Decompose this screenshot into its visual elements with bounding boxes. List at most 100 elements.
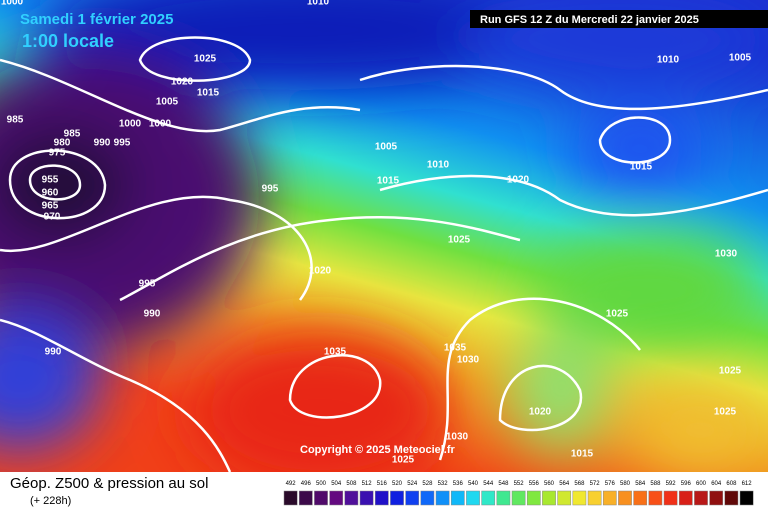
- scale-swatch: [572, 490, 587, 506]
- scale-swatch: [602, 490, 617, 506]
- scale-label: 552: [514, 481, 525, 487]
- isobar-label: 1015: [630, 162, 653, 173]
- scale-swatch: [618, 490, 632, 506]
- scale-label: 600: [696, 481, 707, 487]
- scale-swatch: [496, 490, 511, 506]
- scale-label: 500: [316, 481, 327, 487]
- scale-swatch: [481, 490, 496, 506]
- scale-swatch: [344, 490, 359, 506]
- copyright: Copyright © 2025 Meteociel.fr: [300, 444, 456, 456]
- isobar-label: 1035: [444, 343, 467, 354]
- scale-label: 592: [666, 481, 677, 487]
- run-info: Run GFS 12 Z du Mercredi 22 janvier 2025: [480, 14, 699, 26]
- isobar-label: 1020: [507, 175, 530, 186]
- scale-swatch: [359, 490, 374, 506]
- scale-label: 556: [529, 481, 540, 487]
- scale-label: 576: [605, 481, 616, 487]
- isobar-label: 1015: [197, 88, 220, 99]
- scale-swatch: [466, 490, 480, 506]
- scale-label: 596: [681, 481, 692, 487]
- isobar-label: 985: [7, 115, 24, 126]
- map-time: 1:00 locale: [22, 31, 114, 51]
- scale-swatch: [709, 490, 724, 506]
- isobar-label: 1010: [657, 55, 680, 66]
- isobar-label: 965: [42, 201, 59, 212]
- scale-swatch: [374, 490, 389, 506]
- scale-swatch: [314, 490, 328, 506]
- scale-swatch: [587, 490, 602, 506]
- scale-swatch: [557, 490, 572, 506]
- isobar-label: 1025: [606, 309, 629, 320]
- scale-label: 604: [711, 481, 722, 487]
- scale-swatch: [405, 490, 420, 506]
- isobar-label: 1035: [324, 347, 347, 358]
- isobar-label: 1015: [377, 176, 400, 187]
- isobar-label: 995: [114, 138, 131, 149]
- scale-label: 612: [742, 481, 753, 487]
- isobar-label: 980: [54, 138, 71, 149]
- scale-label: 504: [331, 481, 342, 487]
- scale-label: 528: [422, 481, 433, 487]
- scale-label: 584: [635, 481, 646, 487]
- map-date: Samedi 1 février 2025: [20, 11, 173, 28]
- isobar-label: 990: [144, 309, 161, 320]
- scale-label: 548: [498, 481, 509, 487]
- scale-swatch: [298, 490, 313, 506]
- scale-swatch: [648, 490, 663, 506]
- isobar-label: 1020: [529, 407, 552, 418]
- scale-label: 524: [407, 481, 418, 487]
- scale-label: 540: [468, 481, 479, 487]
- scale-label: 544: [483, 481, 494, 487]
- isobar-label: 1000: [1, 0, 24, 8]
- scale-label: 588: [650, 481, 661, 487]
- isobar-label: 1005: [729, 53, 752, 64]
- isobar-label: 975: [49, 148, 66, 159]
- scale-label: 608: [726, 481, 737, 487]
- isobar-label: 1000: [149, 119, 172, 130]
- scale-label: 512: [362, 481, 373, 487]
- scale-label: 580: [620, 481, 631, 487]
- scale-label: 572: [590, 481, 601, 487]
- scale-swatch: [390, 490, 404, 506]
- isobar-label: 1010: [427, 160, 450, 171]
- scale-label: 492: [286, 481, 297, 487]
- scale-swatch: [633, 490, 648, 506]
- scale-swatch: [329, 490, 344, 506]
- isobar-label: 1025: [448, 235, 471, 246]
- scale-label: 496: [301, 481, 312, 487]
- isobar-label: 990: [45, 347, 62, 358]
- scale-label: 564: [559, 481, 570, 487]
- isobar-label: 1005: [156, 97, 179, 108]
- isobar-label: 1025: [719, 366, 742, 377]
- scale-swatch: [420, 490, 435, 506]
- isobar-label: 955: [42, 175, 59, 186]
- isobar-label: 1020: [309, 266, 332, 277]
- scale-swatch: [526, 490, 541, 506]
- scale-label: 536: [453, 481, 464, 487]
- scale-label: 568: [574, 481, 585, 487]
- scale-label: 520: [392, 481, 403, 487]
- isobar-label: 960: [42, 188, 59, 199]
- isobar-label: 995: [262, 184, 279, 195]
- isobar-label: 1030: [457, 355, 480, 366]
- isobar-label: 1010: [307, 0, 330, 8]
- scale-swatch: [450, 490, 465, 506]
- scale-swatch: [678, 490, 693, 506]
- scale-swatch: [694, 490, 708, 506]
- scale-swatch: [724, 490, 739, 506]
- scale-swatch: [511, 490, 526, 506]
- run-box: [470, 10, 768, 28]
- legend-subtitle: (+ 228h): [30, 495, 71, 507]
- scale-swatch: [739, 490, 754, 506]
- scale-swatch: [283, 490, 298, 506]
- isobar-label: 1005: [375, 142, 398, 153]
- legend-title: Géop. Z500 & pression au sol: [10, 475, 208, 492]
- scale-label: 508: [346, 481, 357, 487]
- scale-swatch: [435, 490, 450, 506]
- isobar-label: 1025: [194, 54, 217, 65]
- isobars: [0, 36, 768, 472]
- isobar-label: 1025: [392, 455, 415, 466]
- color-scale: 492 496 500 504 508 512 516 520 524 528 532 536 540 5…: [283, 481, 754, 506]
